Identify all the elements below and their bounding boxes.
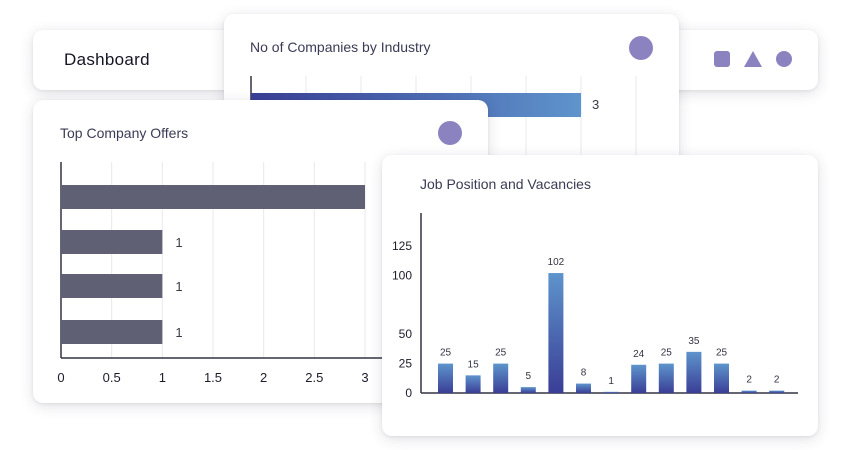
jobs-bar-value-label: 25: [661, 348, 673, 359]
offers-bar-value-label: 1: [175, 235, 182, 250]
jobs-bar-value-label: 102: [548, 257, 565, 268]
offers-chart: 1 1 1 0 0.5 1 1.5 2 2.5 3: [57, 162, 488, 385]
jobs-bar-value-label: 5: [526, 371, 532, 382]
jobs-bar-value-label: 35: [688, 336, 700, 347]
jobs-bar: [576, 383, 591, 393]
industry-bar-value-label: 3: [592, 97, 599, 112]
jobs-bar-value-label: 15: [468, 359, 480, 370]
square-icon[interactable]: [714, 51, 730, 67]
industry-chart-title: No of Companies by Industry: [250, 39, 431, 55]
offers-menu-circle-icon[interactable]: [438, 121, 462, 145]
x-tick-label: 2: [260, 370, 267, 385]
jobs-bar: [714, 363, 729, 393]
jobs-bar-value-label: 25: [716, 348, 728, 359]
page-title: Dashboard: [64, 50, 150, 69]
jobs-bar: [631, 364, 647, 393]
jobs-chart: 0 25 50 100 125 25 15 25 5 102 8 1 24 25 35 25 2 2: [392, 213, 798, 400]
jobs-bar-value-label: 24: [633, 349, 645, 360]
jobs-chart-card: Job Position and Vacancies 0 25 50 100 125 25…: [382, 155, 818, 436]
y-tick-label: 100: [392, 268, 412, 282]
circle-icon[interactable]: [776, 51, 792, 67]
jobs-bar-value-label: 2: [774, 375, 780, 386]
x-tick-label: 1.5: [204, 370, 222, 385]
jobs-bar: [465, 375, 481, 393]
offers-bar-value-label: 1: [175, 279, 182, 294]
offers-bar: [61, 320, 163, 344]
offers-bar-value-label: 1: [175, 325, 182, 340]
jobs-bar: [438, 363, 453, 393]
jobs-bar-value-label: 25: [495, 348, 507, 359]
jobs-bar-value-label: 25: [440, 348, 452, 359]
jobs-bar: [603, 391, 619, 393]
jobs-bar: [548, 273, 564, 393]
y-tick-label: 25: [399, 357, 413, 371]
x-tick-label: 0.5: [103, 370, 121, 385]
jobs-bar: [686, 351, 702, 393]
y-tick-label: 50: [399, 327, 413, 341]
x-tick-label: 1: [159, 370, 166, 385]
y-tick-label: 125: [392, 239, 412, 253]
offers-bar: [61, 274, 163, 298]
industry-chart-card: No of Companies by Industry 3: [224, 14, 679, 179]
jobs-bar: [769, 390, 785, 393]
jobs-bar: [493, 363, 509, 393]
jobs-chart-title: Job Position and Vacancies: [420, 176, 591, 192]
header-icons: [714, 51, 792, 67]
offers-bar: [61, 185, 365, 209]
x-tick-label: 0: [57, 370, 64, 385]
x-tick-label: 3: [361, 370, 368, 385]
jobs-bar: [658, 363, 674, 393]
jobs-bar: [741, 390, 757, 393]
triangle-icon[interactable]: [744, 51, 762, 67]
offers-chart-title: Top Company Offers: [60, 125, 189, 141]
jobs-bar: [520, 387, 536, 393]
industry-menu-circle-icon[interactable]: [629, 36, 653, 60]
jobs-bar-value-label: 2: [746, 375, 752, 386]
jobs-bar-value-label: 8: [581, 368, 587, 379]
y-tick-label: 0: [405, 386, 412, 400]
jobs-bar-value-label: 1: [608, 376, 614, 387]
x-tick-label: 2.5: [305, 370, 323, 385]
offers-bar: [61, 230, 163, 254]
